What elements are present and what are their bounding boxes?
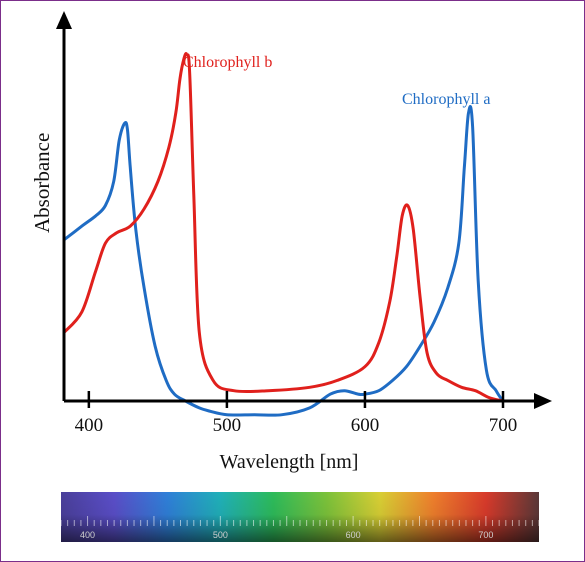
x-tick-layer: 400 500 600 700: [75, 391, 518, 436]
y-axis-label: Absorbance: [30, 133, 54, 233]
x-tick-label: 500: [213, 415, 242, 436]
series-layer: [62, 52, 505, 417]
absorbance-chart: 400 500 600 700 Absorbance Wavelength [nm] …: [30, 11, 552, 473]
chlorophyll-b-label: Chlorophyll b: [183, 54, 272, 71]
chlorophyll-a-label: Chlorophyll a: [402, 91, 490, 108]
x-axis-label: Wavelength [nm]: [220, 451, 359, 473]
spectrum-shading: [61, 492, 539, 542]
x-axis-arrow: [534, 393, 552, 409]
visible-spectrum-bar: 400 500 600 700: [61, 492, 539, 542]
series-line-chlorophyll-b: [62, 52, 504, 403]
series-line-chlorophyll-a: [63, 105, 505, 417]
y-axis-arrow: [56, 11, 72, 29]
spectrum-ticks: [61, 516, 539, 526]
spectrum-label: 500: [213, 530, 228, 540]
x-tick-label: 600: [351, 415, 380, 436]
x-tick-label: 400: [75, 415, 104, 436]
spectrum-label: 600: [346, 530, 361, 540]
spectrum-labels: 400 500 600 700: [80, 530, 493, 540]
spectrum-label: 400: [80, 530, 95, 540]
spectrum-label: 700: [478, 530, 493, 540]
x-tick-label: 700: [489, 415, 518, 436]
